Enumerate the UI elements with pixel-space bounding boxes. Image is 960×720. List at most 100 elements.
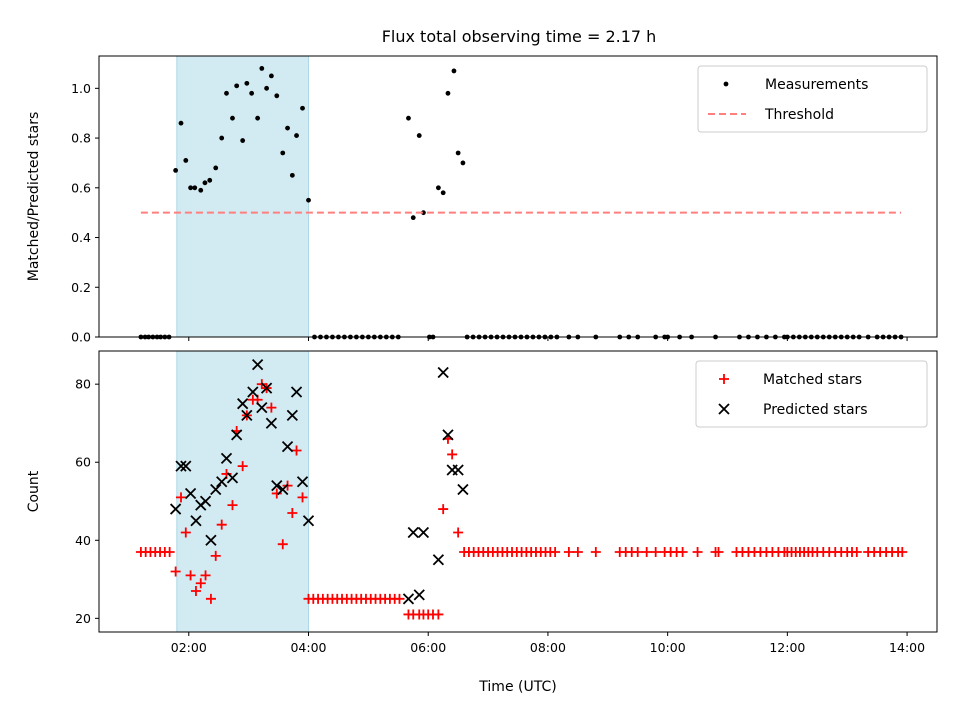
panel-2-matched-stars-point bbox=[851, 546, 862, 557]
panel-1-frame bbox=[98, 55, 938, 338]
x-axis-label: Time (UTC) bbox=[478, 679, 556, 695]
panel-2-matched-stars-point bbox=[394, 593, 405, 604]
panel-1-measurements-point bbox=[406, 115, 411, 121]
panel-2-matched-stars-point bbox=[277, 539, 288, 550]
panel-2-legend-matched-stars-label: Matched stars bbox=[763, 372, 862, 388]
panel-1-measurements-point bbox=[300, 105, 305, 111]
panel-1-measurements-point bbox=[451, 68, 457, 74]
panel-2-predicted-stars-point bbox=[265, 417, 278, 429]
panel-1-shaded-interval bbox=[176, 55, 309, 338]
panel-1-measurements-point bbox=[435, 185, 441, 191]
panel-1-measurements-point bbox=[207, 177, 213, 183]
panel-1-measurements-point bbox=[268, 73, 274, 79]
panel-2-matched-stars-point bbox=[287, 507, 298, 518]
panel-2-y-axis-label: Count bbox=[26, 470, 42, 512]
panel-1-measurements-point bbox=[249, 90, 255, 96]
panel-2-y-tick-label: 80 bbox=[75, 377, 91, 392]
panel-2-predicted-stars-point bbox=[290, 386, 303, 398]
panel-2-matched-stars-point bbox=[438, 504, 449, 515]
panel-2-predicted-stars-point bbox=[271, 480, 283, 492]
panel-1-measurements-point bbox=[285, 125, 290, 131]
panel-2-matched-stars-point bbox=[453, 527, 464, 538]
panel-2-predicted-stars-point bbox=[220, 452, 233, 464]
panel-2-matched-stars-point bbox=[185, 570, 196, 581]
panel-2-matched-stars-point bbox=[563, 546, 574, 557]
x-tick-label: 04:00 bbox=[290, 640, 326, 655]
panel-2-matched-stars-point bbox=[447, 449, 458, 460]
panel-1-measurements-point bbox=[234, 83, 240, 89]
x-tick-label: 02:00 bbox=[171, 640, 207, 655]
panel-2-matched-stars-point bbox=[205, 593, 216, 604]
panel-2-predicted-stars-point bbox=[457, 483, 469, 496]
panel-1-measurements-point bbox=[460, 160, 466, 166]
panel-1-y-tick-label: 1.0 bbox=[71, 81, 91, 96]
panel-2-predicted-stars-point bbox=[216, 476, 228, 488]
panel-2-predicted-stars-point bbox=[413, 589, 425, 601]
panel-2-predicted-stars-point bbox=[169, 503, 182, 515]
panel-1-measurements-point bbox=[178, 120, 184, 126]
panel-2-predicted-stars-point bbox=[180, 460, 192, 472]
panel-1-measurements-point bbox=[259, 66, 265, 71]
panel-1-measurements-point bbox=[188, 185, 193, 191]
panel-2-matched-stars-point bbox=[164, 546, 175, 557]
panel-2-frame bbox=[98, 350, 938, 633]
panel-2-predicted-stars-point bbox=[237, 398, 249, 410]
panel-1-measurements-point bbox=[224, 90, 229, 96]
panel-1-y-tick-label: 0.8 bbox=[71, 131, 91, 146]
panel-1-measurements-point bbox=[244, 80, 250, 86]
panel-2-matched-stars-point bbox=[180, 527, 191, 538]
panel-1-y-tick-label: 0.0 bbox=[71, 330, 91, 345]
panel-1-legend: Measurements Threshold bbox=[697, 65, 928, 133]
panel-2-y-tick-label: 60 bbox=[75, 455, 91, 470]
panel-2-predicted-stars-point bbox=[281, 440, 294, 453]
panel-2-matched-stars-point bbox=[572, 546, 583, 557]
panel-2-predicted-stars-point bbox=[407, 526, 419, 539]
panel-2-plot bbox=[135, 350, 908, 633]
panel-2-legend-box bbox=[695, 360, 928, 428]
panel-2-matched-stars-point bbox=[650, 546, 661, 557]
panel-2-predicted-stars-point bbox=[302, 515, 315, 527]
panel-2-matched-stars-point bbox=[297, 492, 308, 503]
panel-2-legend: Matched stars Predicted stars bbox=[695, 360, 928, 428]
panel-2-predicted-stars-point bbox=[260, 382, 273, 394]
panel-1-measurements-point bbox=[410, 215, 416, 221]
panel-2-y-tick-label: 40 bbox=[75, 533, 91, 548]
panel-2-matched-stars-point bbox=[550, 546, 561, 557]
panel-1-measurements-point bbox=[445, 90, 451, 96]
panel-2-predicted-stars-point bbox=[402, 593, 415, 605]
panel-1-measurements-point bbox=[230, 115, 235, 121]
panel-1-measurements-point bbox=[421, 210, 426, 216]
panel-2-predicted-stars-point bbox=[437, 366, 449, 379]
panel-2-matched-stars-point bbox=[590, 546, 601, 557]
panel-1-measurements-point bbox=[274, 93, 280, 99]
panel-1-legend-threshold-label: Threshold bbox=[764, 107, 834, 123]
panel-2-matched-stars-point bbox=[677, 546, 688, 557]
panel-2-matched-stars-point bbox=[190, 586, 201, 597]
panel-1-legend-measurements-label: Measurements bbox=[765, 77, 868, 93]
panel-2-predicted-stars-point bbox=[226, 472, 239, 484]
x-tick-label: 10:00 bbox=[650, 640, 686, 655]
panel-2-predicted-stars-point bbox=[210, 483, 222, 496]
panel-1-measurements-point bbox=[183, 158, 189, 163]
x-tick-label: 06:00 bbox=[410, 640, 446, 655]
panel-1-y-tick-label: 0.2 bbox=[71, 280, 91, 295]
panel-1-legend-box bbox=[697, 65, 928, 133]
panel-2-predicted-stars-point bbox=[184, 487, 197, 500]
panel-2-predicted-stars-point bbox=[241, 409, 253, 422]
panel-1-measurements-point bbox=[455, 150, 461, 156]
panel-1-measurements-point bbox=[440, 190, 446, 196]
panel-2-predicted-stars-point bbox=[432, 554, 445, 566]
panel-2-matched-stars-point bbox=[195, 578, 206, 589]
panel-1-measurements-point bbox=[219, 135, 225, 141]
panel-2-predicted-stars-point bbox=[452, 464, 464, 476]
panel-1-y-axis-label: Matched/Predicted stars bbox=[26, 112, 42, 282]
panel-1-measurements-point bbox=[255, 115, 261, 121]
panel-2-legend-predicted-stars-label: Predicted stars bbox=[763, 402, 868, 418]
panel-2-matched-stars-point bbox=[632, 546, 643, 557]
panel-2-predicted-stars-point bbox=[277, 483, 289, 496]
panel-1-measurements-point bbox=[416, 133, 422, 138]
panel-1-measurements-point bbox=[289, 172, 295, 178]
panel-2-predicted-stars-point bbox=[286, 409, 298, 422]
